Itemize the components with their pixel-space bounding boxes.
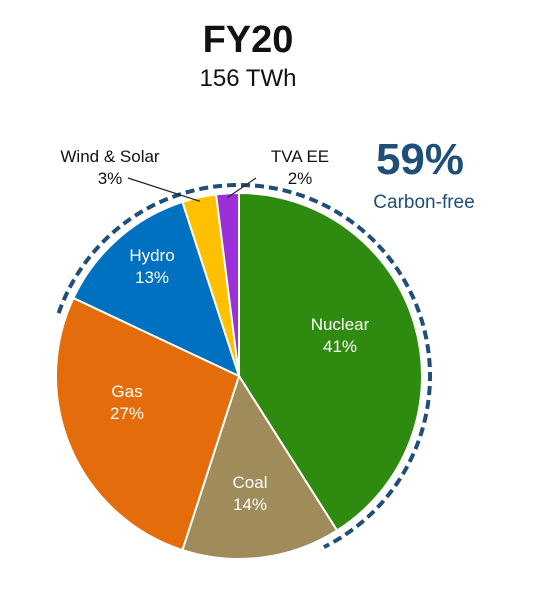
slice-coal bbox=[181, 373, 339, 560]
slice-labels: Nuclear 41% Coal 14% Gas 27% Hydro 13% Wind & So… bbox=[60, 147, 369, 514]
pie-slices bbox=[55, 191, 423, 560]
leader-line-tva-ee bbox=[227, 177, 257, 198]
carbon-free-percent: 59% bbox=[376, 135, 464, 184]
carbon-free-outline bbox=[56, 183, 432, 549]
carbon-free-label: Carbon-free bbox=[373, 192, 474, 213]
leader-line-wind-solar bbox=[127, 177, 201, 202]
slice-tva-ee bbox=[214, 191, 240, 377]
slice-label-gas: Gas bbox=[111, 382, 142, 401]
slice-label-tva-ee: TVA EE bbox=[271, 147, 329, 166]
slice-value-gas: 27% bbox=[110, 404, 144, 423]
slice-value-nuclear: 41% bbox=[323, 337, 357, 356]
slice-label-nuclear: Nuclear bbox=[311, 315, 370, 334]
slice-hydro bbox=[72, 200, 241, 378]
slice-value-tva-ee: 2% bbox=[288, 169, 313, 188]
slice-label-wind-solar: Wind & Solar bbox=[60, 147, 160, 166]
slice-value-coal: 14% bbox=[233, 495, 267, 514]
slice-value-wind-solar: 3% bbox=[98, 169, 123, 188]
chart-title: FY20 bbox=[203, 19, 294, 61]
chart-subtitle: 156 TWh bbox=[200, 65, 297, 92]
slice-label-coal: Coal bbox=[233, 473, 268, 492]
slice-gas bbox=[55, 296, 241, 552]
slice-nuclear bbox=[238, 191, 423, 532]
slice-label-hydro: Hydro bbox=[129, 246, 174, 265]
leader-lines bbox=[127, 177, 257, 202]
slice-value-hydro: 13% bbox=[135, 268, 169, 287]
